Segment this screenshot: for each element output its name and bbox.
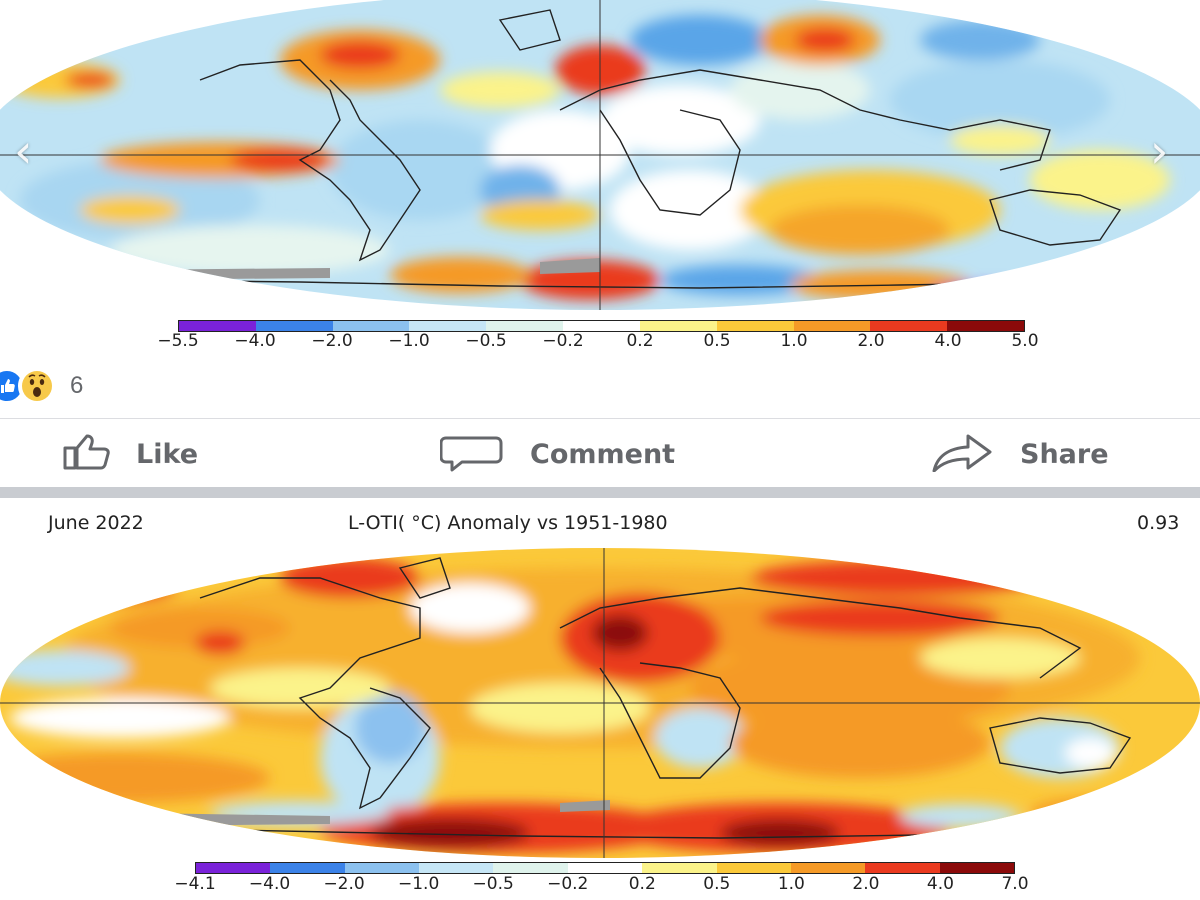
colorbar-tick-label: 4.0 — [926, 874, 954, 894]
colorbar-tick-label: −1.0 — [397, 874, 440, 894]
comment-icon — [439, 432, 504, 476]
colorbar-segment — [493, 863, 568, 873]
colorbar-tick-label: −4.0 — [248, 874, 291, 894]
like-icon — [62, 432, 126, 476]
top-temperature-anomaly-map — [0, 0, 1200, 310]
colorbar-tick-label: 1.0 — [777, 874, 805, 894]
post-separator — [0, 487, 1200, 498]
top-colorbar — [178, 320, 1025, 332]
like-label: Like — [136, 438, 199, 470]
like-button[interactable]: Like — [62, 430, 198, 478]
colorbar-segment — [486, 321, 564, 331]
wow-face-icon — [18, 367, 56, 405]
bottom-colorbar — [195, 862, 1015, 874]
colorbar-segment — [790, 863, 866, 873]
global-mean-value: 0.93 — [1137, 512, 1180, 534]
colorbar-tick-label: 0.2 — [626, 331, 654, 351]
share-label: Share — [1020, 438, 1109, 470]
colorbar-segment — [563, 321, 640, 331]
colorbar-segment — [344, 863, 420, 873]
share-button[interactable]: Share — [930, 430, 1109, 478]
colorbar-segment — [419, 863, 494, 873]
colorbar-tick-label: 0.5 — [703, 331, 731, 351]
colorbar-segment — [179, 321, 256, 331]
colorbar-tick-label: 7.0 — [1001, 874, 1029, 894]
colorbar-tick-label: 5.0 — [1011, 331, 1039, 351]
comment-button[interactable]: Comment — [439, 430, 676, 478]
next-image-arrow-icon[interactable]: › — [1150, 124, 1169, 178]
colorbar-segment — [716, 863, 791, 873]
top-colorbar-labels: −5.5 −4.0 −2.0 −1.0 −0.5 −0.2 0.2 0.5 1.0 2.0 4.0 5… — [0, 331, 1200, 353]
colorbar-segment — [332, 321, 410, 331]
colorbar-tick-label: 2.0 — [852, 874, 880, 894]
colorbar-tick-label: −0.5 — [472, 874, 514, 894]
reactions-divider — [0, 418, 1200, 419]
colorbar-tick-label: −0.5 — [465, 331, 507, 351]
colorbar-tick-label: 1.0 — [780, 331, 808, 351]
colorbar-tick-label: 0.5 — [703, 874, 731, 894]
colorbar-tick-label: −4.0 — [234, 331, 276, 351]
bottom-temperature-anomaly-map — [0, 548, 1200, 858]
colorbar-tick-label: 0.2 — [628, 874, 656, 894]
colorbar-tick-label: −4.1 — [174, 874, 216, 894]
colorbar-segment — [409, 321, 487, 331]
colorbar-tick-label: 2.0 — [857, 331, 885, 351]
map-title: L-OTI( °C) Anomaly vs 1951-1980 — [348, 512, 668, 534]
colorbar-tick-label: −0.2 — [542, 331, 584, 351]
colorbar-segment — [716, 321, 794, 331]
share-icon — [930, 432, 994, 476]
colorbar-segment — [196, 863, 271, 873]
map-date: June 2022 — [48, 512, 144, 534]
colorbar-tick-label: 4.0 — [934, 331, 962, 351]
colorbar-tick-label: −1.0 — [388, 331, 430, 351]
colorbar-segment — [793, 321, 871, 331]
reactions-summary[interactable]: 6 — [0, 367, 84, 405]
colorbar-tick-label: −5.5 — [157, 331, 199, 351]
previous-image-arrow-icon[interactable]: ‹ — [14, 124, 33, 178]
colorbar-segment — [270, 863, 345, 873]
colorbar-tick-label: −2.0 — [311, 331, 353, 351]
colorbar-segment — [639, 321, 717, 331]
colorbar-segment — [939, 863, 1014, 873]
colorbar-segment — [865, 863, 940, 873]
reaction-count: 6 — [70, 372, 84, 399]
colorbar-segment — [255, 321, 333, 331]
colorbar-segment — [947, 321, 1024, 331]
colorbar-tick-label: −0.2 — [547, 874, 589, 894]
colorbar-tick-label: −2.0 — [323, 874, 365, 894]
comment-label: Comment — [530, 438, 676, 470]
colorbar-segment — [567, 863, 643, 873]
bottom-colorbar-labels: −4.1 −4.0 −2.0 −1.0 −0.5 −0.2 0.2 0.5 1.0 2.0 4.0 7… — [0, 874, 1200, 896]
colorbar-segment — [642, 863, 717, 873]
colorbar-segment — [870, 321, 948, 331]
